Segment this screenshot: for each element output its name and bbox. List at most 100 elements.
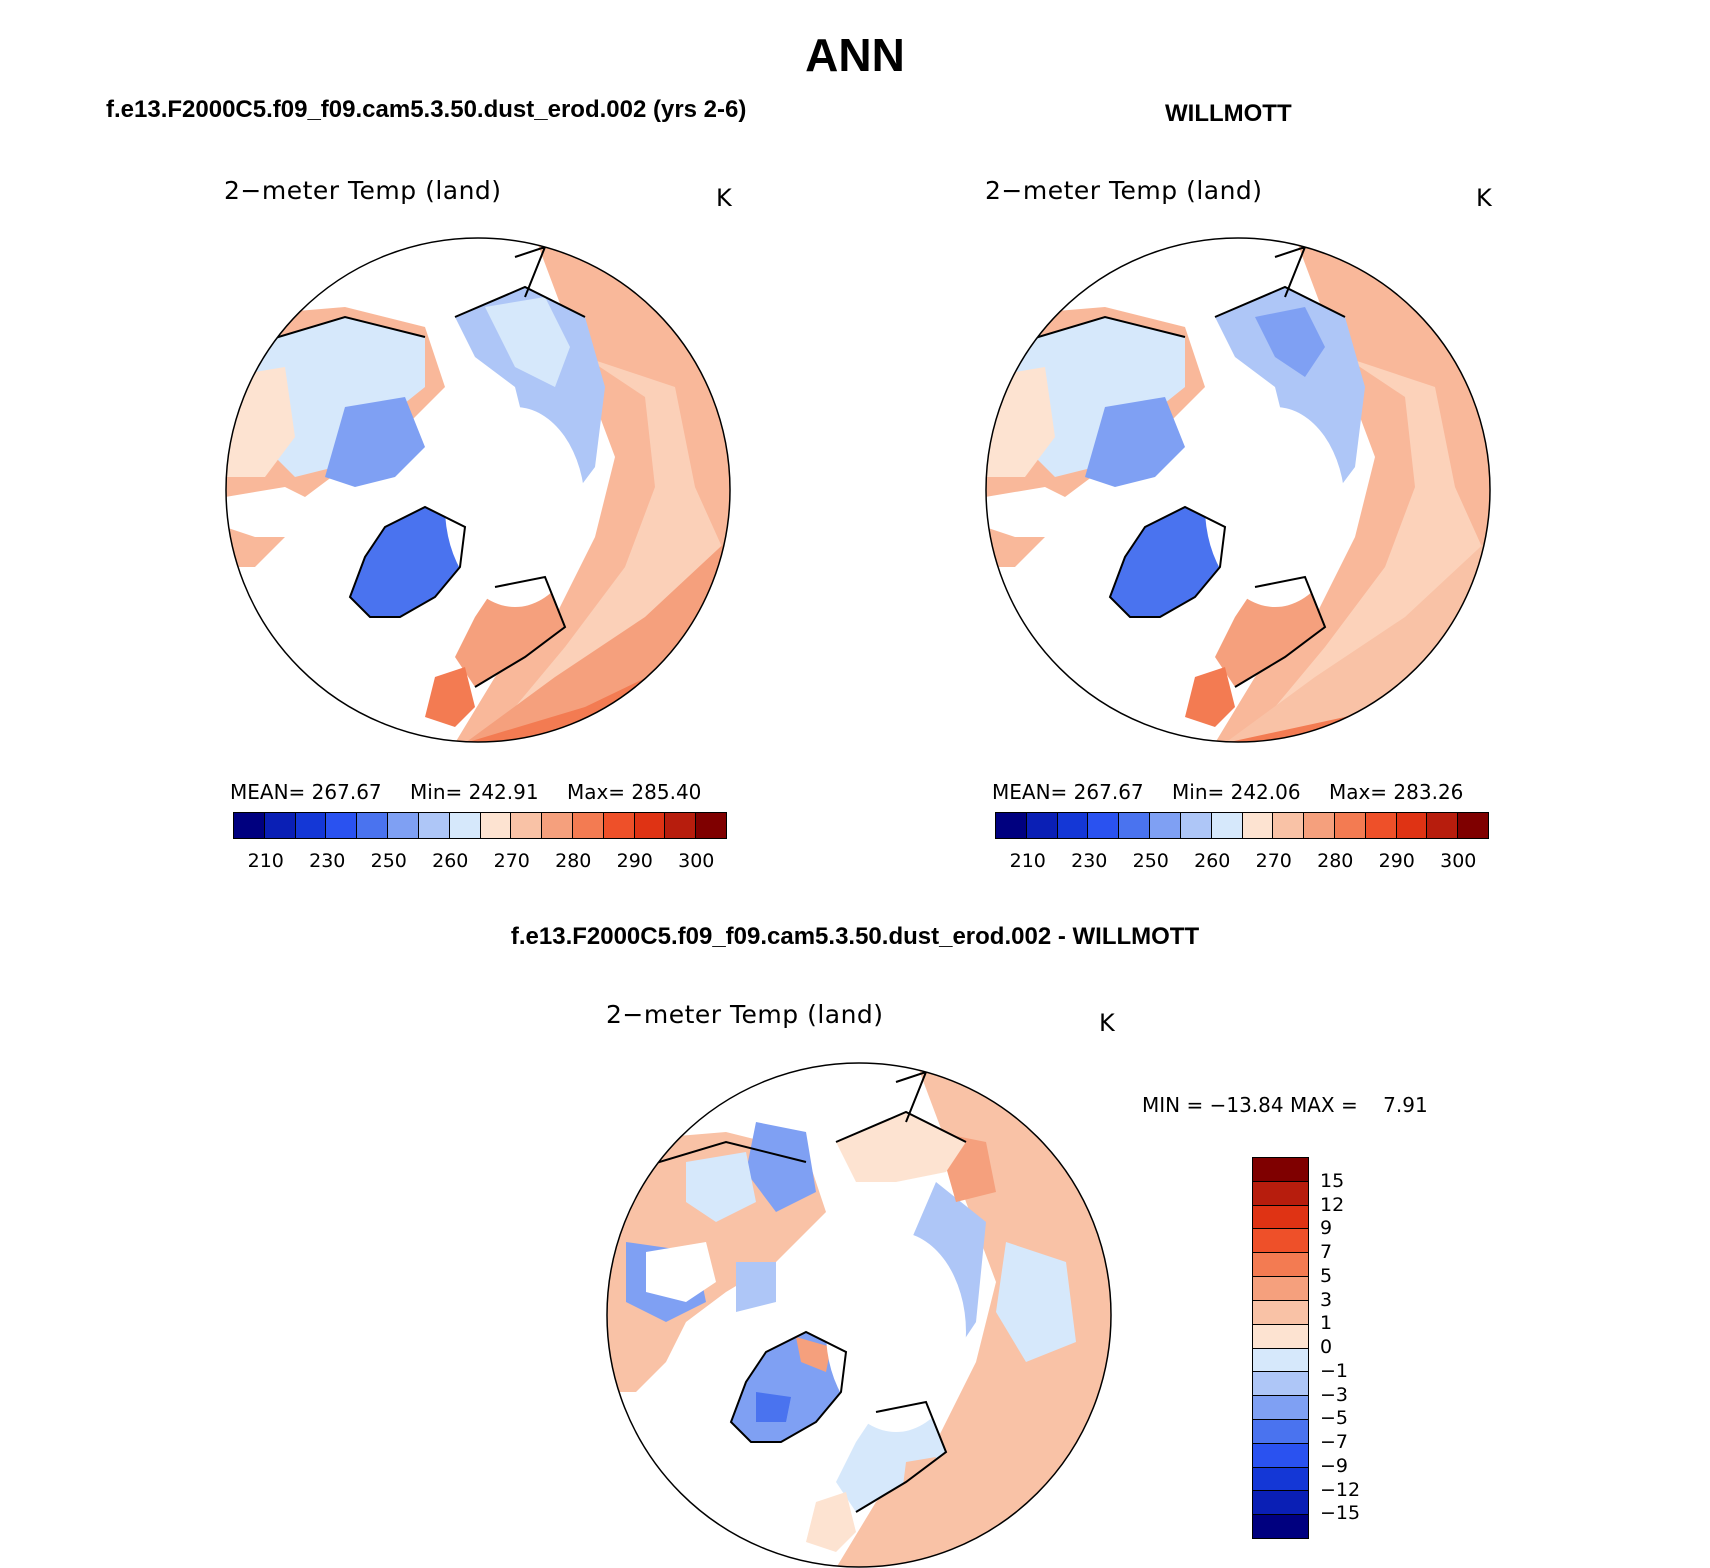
colorbar-swatch: [1304, 813, 1335, 838]
colorbar-swatch: [1253, 1491, 1308, 1516]
model-colorbar: [233, 812, 727, 839]
model-mean: MEAN= 267.67: [230, 780, 382, 804]
colorbar-swatch: [696, 813, 726, 838]
colorbar-swatch: [603, 813, 635, 838]
colorbar-swatch: [295, 813, 327, 838]
colorbar-tick-label: 270: [1255, 850, 1292, 872]
obs-units-label: K: [1476, 184, 1492, 212]
colorbar-tick-label: 210: [247, 850, 284, 872]
colorbar-swatch: [1180, 813, 1212, 838]
colorbar-tick-label: 260: [432, 850, 469, 872]
colorbar-swatch: [665, 813, 697, 838]
colorbar-swatch: [511, 813, 543, 838]
colorbar-tick-label: 5: [1320, 1264, 1333, 1287]
colorbar-swatch: [234, 813, 265, 838]
colorbar-tick-label: −5: [1320, 1407, 1349, 1430]
colorbar-tick-label: 210: [1009, 850, 1046, 872]
colorbar-tick-label: 290: [616, 850, 653, 872]
colorbar-swatch: [1253, 1515, 1308, 1538]
model-max: Max= 285.40: [566, 780, 702, 804]
colorbar-tick-label: 280: [555, 850, 592, 872]
colorbar-tick-label: 290: [1378, 850, 1415, 872]
diff-plot-title: 2−meter Temp (land): [606, 1000, 884, 1029]
colorbar-tick-label: 250: [1132, 850, 1169, 872]
colorbar-swatch: [1253, 1324, 1308, 1349]
diff-min-max: MIN = −13.84 MAX = 7.91: [1142, 1093, 1428, 1117]
colorbar-swatch: [1253, 1229, 1308, 1254]
model-units-label: K: [716, 184, 732, 212]
colorbar-swatch: [1253, 1300, 1308, 1325]
colorbar-swatch: [634, 813, 666, 838]
colorbar-swatch: [996, 813, 1027, 838]
colorbar-tick-label: 230: [309, 850, 346, 872]
colorbar-tick-label: 300: [1440, 850, 1477, 872]
colorbar-swatch: [449, 813, 481, 838]
colorbar-swatch: [1253, 1253, 1308, 1278]
colorbar-tick-label: 300: [678, 850, 715, 872]
model-polar-map: [225, 237, 731, 743]
colorbar-tick-label: 9: [1320, 1217, 1333, 1240]
obs-min: Min= 242.06: [1172, 780, 1301, 804]
colorbar-swatch: [572, 813, 604, 838]
colorbar-swatch: [1334, 813, 1366, 838]
colorbar-tick-label: 250: [370, 850, 407, 872]
colorbar-tick-label: 7: [1320, 1241, 1333, 1263]
colorbar-tick-label: −1: [1320, 1359, 1349, 1382]
colorbar-tick-label: −7: [1320, 1431, 1349, 1453]
colorbar-swatch: [1253, 1205, 1308, 1230]
model-colorbar-ticks: 210 230 250 260 270 280 290 300: [233, 850, 725, 874]
colorbar-swatch: [388, 813, 419, 838]
colorbar-swatch: [1365, 813, 1397, 838]
colorbar-swatch: [1273, 813, 1305, 838]
figure-title: ANN: [805, 29, 905, 81]
diff-panel-header: f.e13.F2000C5.f09_f09.cam5.3.50.dust_ero…: [510, 923, 1200, 950]
obs-mean: MEAN= 267.67: [992, 780, 1144, 804]
colorbar-tick-label: 12: [1320, 1193, 1345, 1216]
colorbar-swatch: [1253, 1277, 1308, 1301]
colorbar-swatch: [1242, 813, 1274, 838]
colorbar-swatch: [1150, 813, 1181, 838]
colorbar-tick-label: 3: [1320, 1288, 1333, 1311]
obs-max: Max= 283.26: [1328, 780, 1464, 804]
colorbar-tick-label: −12: [1320, 1478, 1361, 1501]
obs-polar-map: [985, 237, 1491, 743]
model-panel-header: f.e13.F2000C5.f09_f09.cam5.3.50.dust_ero…: [106, 96, 747, 123]
colorbar-swatch: [480, 813, 512, 838]
obs-panel-header: WILLMOTT: [1165, 100, 1292, 127]
colorbar-swatch: [1253, 1158, 1308, 1182]
obs-colorbar: [995, 812, 1489, 839]
obs-colorbar-ticks: 210 230 250 260 270 280 290 300: [995, 850, 1487, 874]
colorbar-tick-label: 1: [1320, 1312, 1333, 1335]
diff-colorbar: [1252, 1157, 1309, 1539]
colorbar-swatch: [1253, 1372, 1308, 1397]
diff-polar-map: [606, 1062, 1112, 1568]
colorbar-swatch: [1253, 1181, 1308, 1206]
obs-plot-title: 2−meter Temp (land): [985, 176, 1263, 205]
colorbar-swatch: [418, 813, 450, 838]
colorbar-swatch: [1253, 1467, 1308, 1492]
colorbar-tick-label: 15: [1320, 1169, 1345, 1192]
colorbar-swatch: [264, 813, 296, 838]
colorbar-swatch: [1458, 813, 1488, 838]
colorbar-swatch: [1396, 813, 1428, 838]
colorbar-swatch: [357, 813, 389, 838]
colorbar-tick-label: 230: [1071, 850, 1108, 872]
diff-colorbar-ticks: 15 12 9 7 5 3 1 0 −1 −3 −5 −7 −9 −12 −15: [1320, 1157, 1380, 1537]
diff-units-label: K: [1099, 1009, 1115, 1037]
colorbar-tick-label: −15: [1320, 1502, 1361, 1525]
obs-stats: MEAN= 267.67 Min= 242.06 Max= 283.26: [992, 780, 1463, 804]
colorbar-tick-label: −9: [1320, 1454, 1349, 1477]
colorbar-swatch: [1253, 1419, 1308, 1444]
colorbar-tick-label: 260: [1194, 850, 1231, 872]
colorbar-swatch: [1119, 813, 1151, 838]
colorbar-swatch: [1088, 813, 1120, 838]
colorbar-tick-label: 270: [493, 850, 530, 872]
colorbar-tick-label: 0: [1320, 1336, 1333, 1358]
colorbar-swatch: [1026, 813, 1058, 838]
colorbar-swatch: [326, 813, 358, 838]
colorbar-swatch: [1211, 813, 1243, 838]
colorbar-tick-label: −3: [1320, 1383, 1349, 1406]
colorbar-swatch: [1253, 1443, 1308, 1468]
model-stats: MEAN= 267.67 Min= 242.91 Max= 285.40: [230, 780, 701, 804]
colorbar-swatch: [1253, 1396, 1308, 1420]
